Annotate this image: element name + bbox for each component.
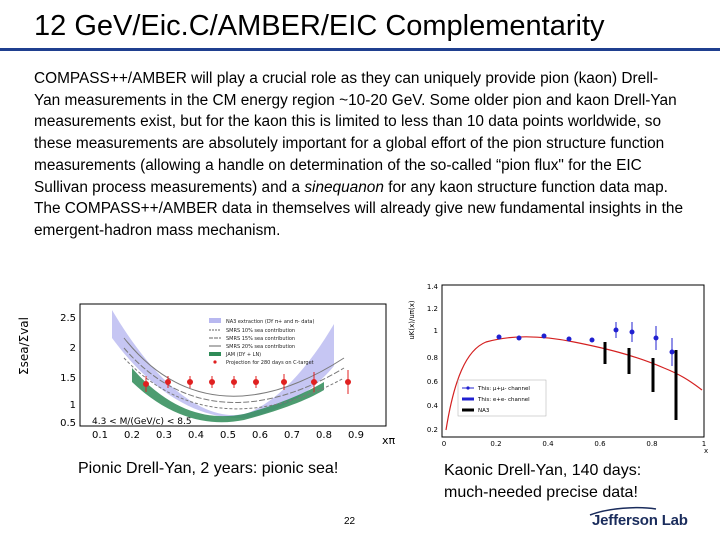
pion-sea-plot: Σsea/Σval (14, 298, 404, 453)
legend-swatch (466, 386, 470, 390)
left-caption: Pionic Drell-Yan, 2 years: pionic sea! (78, 460, 339, 477)
legend-swatch (209, 318, 221, 323)
left-x-tick: 0.8 (316, 430, 332, 441)
left-x-tick: 0.6 (252, 430, 268, 441)
left-x-ticks: 0.1 0.2 0.3 0.4 0.5 0.6 0.7 0.8 0.9 (92, 430, 364, 441)
smrs-10-curve (123, 357, 345, 410)
mass-range-annotation: 4.3 < M/(GeV/c) < 8.5 (92, 417, 192, 427)
right-y-tick: 1.2 (427, 305, 438, 313)
left-x-tick: 0.4 (188, 430, 204, 441)
right-caption-line2: much-needed precise data! (444, 484, 638, 501)
left-x-tick: 0.2 (124, 430, 140, 441)
right-y-axis-label: uK(x)/uπ(x) (408, 300, 416, 340)
mumu-point (566, 336, 572, 342)
mumu-points (496, 322, 675, 366)
left-legend: NA3 extraction (DY π+ and π- data) SMRS … (209, 318, 314, 366)
right-x-tick: 0.4 (542, 440, 554, 448)
body-text-emphasis: sinequanon (304, 178, 384, 196)
jefferson-lab-logo: Jefferson Lab (589, 506, 688, 529)
right-legend: This: μ+μ- channel This: e+e- channel NA… (462, 386, 530, 414)
kaon-ratio-plot: uK(x)/uπ(x) (404, 280, 716, 455)
left-legend-entry-5: Projection for 280 days on C-target (226, 360, 314, 366)
left-x-axis-label: xπ (382, 434, 396, 447)
left-x-tick: 0.1 (92, 430, 108, 441)
right-y-tick: 0.8 (427, 354, 438, 362)
right-y-tick: 1.4 (427, 283, 439, 291)
right-y-tick: 0.2 (427, 426, 438, 434)
left-x-tick: 0.9 (348, 430, 364, 441)
right-y-ticks: 1.4 1.2 1 0.8 0.6 0.4 0.2 (427, 283, 439, 434)
left-y-ticks: 2.5 2 1.5 1 0.5 (60, 313, 76, 429)
legend-swatch (209, 352, 221, 356)
right-x-axis-label: x (704, 447, 708, 455)
right-x-tick: 0.2 (490, 440, 501, 448)
jam-band (132, 368, 324, 423)
body-paragraph: COMPASS++/AMBER will play a crucial role… (34, 68, 684, 242)
right-legend-entry-0: This: μ+μ- channel (477, 386, 530, 392)
left-plot-frame (79, 303, 387, 427)
pion-sea-plot-svg: Σsea/Σval (17, 303, 396, 447)
mumu-point (496, 334, 502, 340)
kaon-ratio-plot-svg: uK(x)/uπ(x) (408, 283, 708, 455)
left-x-tick: 0.5 (220, 430, 236, 441)
left-y-tick: 1.5 (60, 373, 76, 384)
body-text-part2: for any kaon structure function data map… (34, 178, 683, 239)
right-y-tick: 0.4 (427, 402, 439, 410)
left-y-tick: 1 (70, 400, 76, 411)
logo-text: Jefferson Lab (592, 512, 688, 529)
mumu-point (589, 337, 595, 343)
right-y-tick: 0.6 (427, 378, 439, 386)
right-caption: Kaonic Drell-Yan, 140 days: much-needed … (444, 460, 641, 504)
right-plot-frame (441, 284, 705, 438)
left-x-tick: 0.3 (156, 430, 172, 441)
page-number: 22 (344, 516, 356, 527)
logo-swoosh-icon (589, 506, 657, 516)
right-legend-entry-2: NA3 (478, 408, 490, 414)
right-x-ticks: 0 0.2 0.4 0.6 0.8 1 (442, 440, 706, 448)
left-legend-entry-0: NA3 extraction (DY π+ and π- data) (226, 319, 314, 325)
projection-points (143, 370, 351, 394)
right-x-tick: 0.8 (646, 440, 657, 448)
smrs-20-curve (123, 337, 345, 397)
na3-points (603, 342, 678, 420)
legend-swatch (213, 360, 217, 364)
body-text-part1: COMPASS++/AMBER will play a crucial role… (34, 70, 677, 196)
left-y-tick: 0.5 (60, 418, 76, 429)
right-caption-line1: Kaonic Drell-Yan, 140 days: (444, 462, 642, 479)
left-legend-entry-1: SMRS 10% sea contribution (226, 328, 295, 334)
left-legend-entry-2: SMRS 15% sea contribution (226, 336, 295, 342)
right-x-tick: 1 (702, 440, 706, 448)
left-x-tick: 0.7 (284, 430, 300, 441)
left-y-tick: 2.5 (60, 313, 76, 324)
right-x-tick: 0.6 (594, 440, 606, 448)
mumu-point (541, 333, 547, 339)
right-legend-entry-1: This: e+e- channel (477, 397, 530, 403)
mumu-point (516, 335, 522, 341)
right-x-tick: 0 (442, 440, 446, 448)
left-y-tick: 2 (70, 343, 76, 354)
title-divider (0, 48, 720, 51)
slide-title: 12 GeV/Eic.C/AMBER/EIC Complementarity (34, 10, 605, 42)
na3-uncertainty-band (112, 310, 334, 419)
left-y-axis-label: Σsea/Σval (17, 317, 31, 375)
left-legend-entry-4: JAM (DY + LN) (225, 352, 261, 358)
right-y-tick: 1 (434, 327, 438, 335)
left-legend-entry-3: SMRS 20% sea contribution (226, 344, 295, 350)
